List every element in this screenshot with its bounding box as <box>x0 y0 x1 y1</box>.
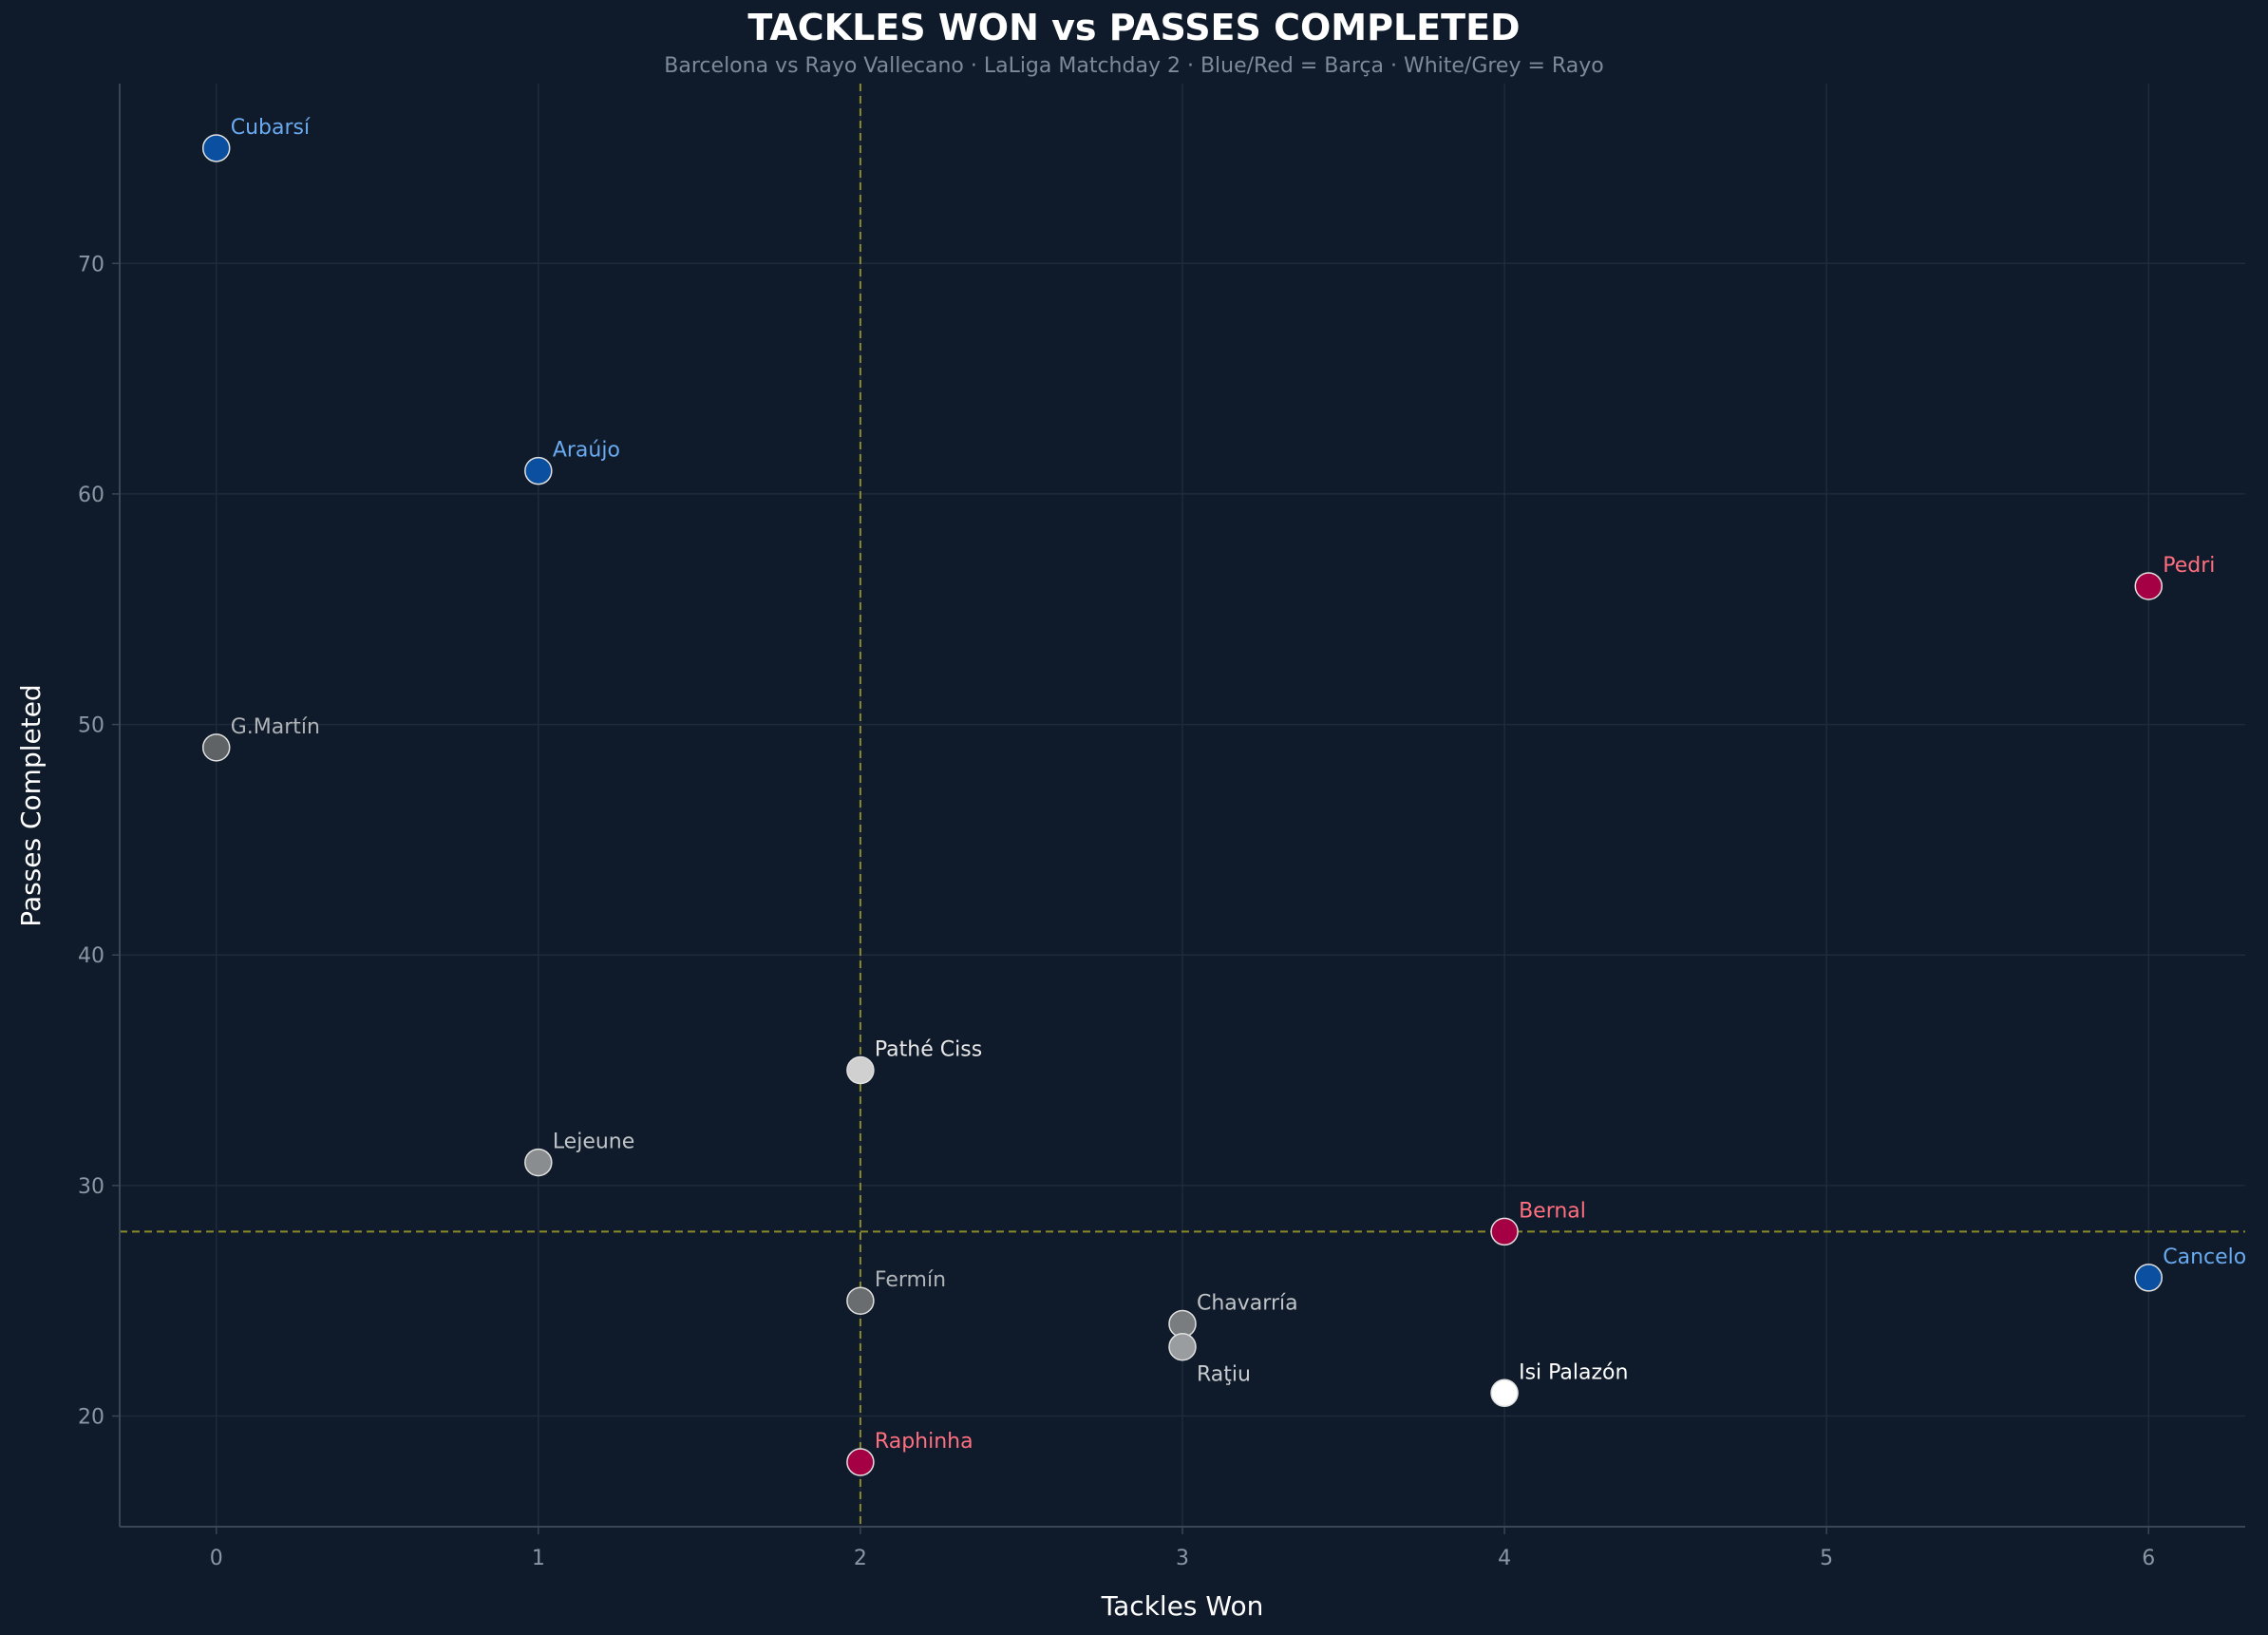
x-tick-label: 6 <box>2142 1547 2155 1570</box>
data-point <box>846 1055 875 1085</box>
point-label: Raphinha <box>875 1430 973 1454</box>
y-axis-label: Passes Completed <box>15 684 47 926</box>
y-tick-label: 50 <box>78 714 104 738</box>
point-label: Cancelo <box>2163 1245 2246 1269</box>
data-point <box>524 456 553 485</box>
y-tick-label: 40 <box>78 944 104 968</box>
data-point <box>1168 1332 1197 1361</box>
data-point <box>2134 572 2164 600</box>
x-tick-label: 0 <box>210 1547 223 1570</box>
data-point <box>1490 1378 1519 1408</box>
y-tick-label: 70 <box>78 253 104 276</box>
data-point <box>201 134 231 162</box>
data-point <box>1490 1217 1519 1246</box>
x-axis-label: Tackles Won <box>1101 1590 1264 1622</box>
point-label: Isi Palazón <box>1519 1360 1628 1384</box>
chart-title: TACKLES WON vs PASSES COMPLETED <box>747 7 1520 48</box>
y-tick-label: 30 <box>78 1175 104 1199</box>
points: Cubarsí Araújo Pedri G.Martín Pathé Ciss Leje… <box>201 116 2246 1476</box>
y-tick-label: 20 <box>78 1406 104 1430</box>
chart-subtitle: Barcelona vs Rayo Vallecano · LaLiga Mat… <box>664 54 1603 78</box>
grid <box>120 84 2245 1527</box>
point-label: Chavarría <box>1197 1291 1298 1315</box>
x-tick-label: 4 <box>1498 1547 1511 1570</box>
point-label: G.Martín <box>231 715 320 739</box>
axes: 0 1 2 3 4 5 6 20 30 40 50 60 70 <box>78 84 2245 1570</box>
point-label: Lejeune <box>553 1131 634 1154</box>
x-tick-label: 3 <box>1176 1547 1189 1570</box>
data-point <box>2134 1264 2164 1292</box>
point-label: Pedri <box>2163 554 2215 578</box>
point-label: Fermín <box>875 1268 946 1292</box>
reference-lines <box>120 84 2245 1527</box>
point-label: Araújo <box>553 439 620 463</box>
y-tick-label: 60 <box>78 484 104 507</box>
point-label: Bernal <box>1519 1199 1586 1223</box>
data-point <box>846 1286 875 1315</box>
point-label: Raţiu <box>1197 1363 1251 1387</box>
point-label: Cubarsí <box>231 116 311 140</box>
x-tick-label: 5 <box>1820 1547 1833 1570</box>
x-tick-label: 1 <box>532 1547 545 1570</box>
point-label: Pathé Ciss <box>875 1038 982 1062</box>
data-point <box>201 733 231 762</box>
data-point <box>524 1148 553 1177</box>
data-point <box>846 1448 875 1476</box>
x-tick-label: 2 <box>854 1547 867 1570</box>
